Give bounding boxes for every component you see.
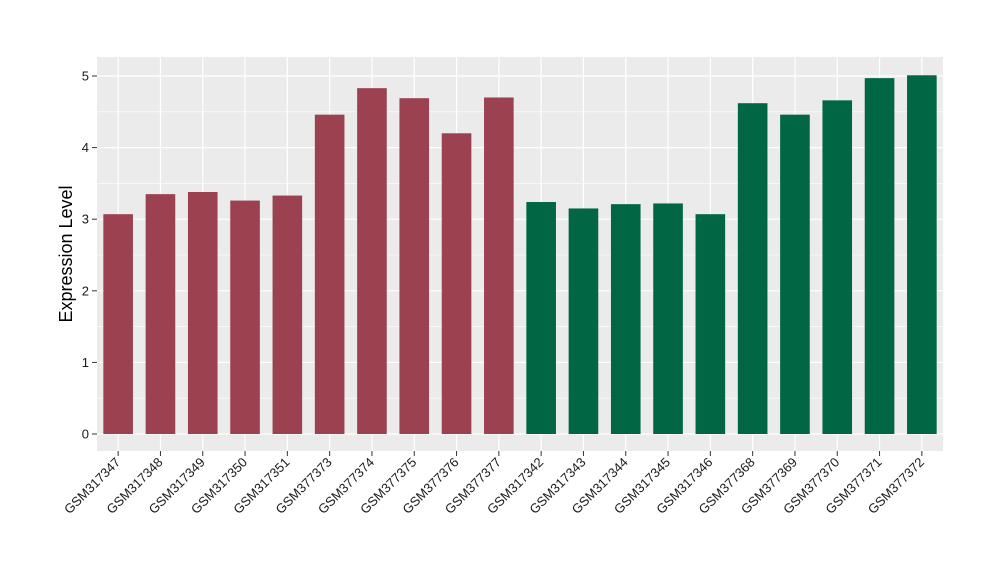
y-axis-title: Expression Level [56, 185, 76, 322]
bar-GSM317347 [103, 214, 133, 434]
y-tick-label: 5 [82, 69, 89, 84]
bar-GSM317346 [695, 214, 726, 434]
bar-GSM317343 [568, 208, 599, 434]
bar-GSM317349 [187, 191, 218, 434]
y-tick-label: 2 [82, 283, 89, 298]
bar-GSM377373 [314, 114, 345, 434]
bar-GSM377374 [357, 88, 387, 434]
bar-GSM377370 [822, 100, 853, 435]
x-axis: GSM317347GSM317348GSM317349GSM317350GSM3… [61, 451, 927, 517]
bar-GSM377371 [864, 78, 895, 434]
y-tick-label: 1 [82, 355, 89, 370]
bar-GSM377372 [907, 75, 937, 434]
y-tick-label: 3 [82, 212, 89, 227]
y-tick-label: 0 [82, 427, 89, 442]
bar-GSM377369 [780, 114, 810, 434]
y-axis: 0 1 2 3 4 5 [82, 69, 97, 442]
y-tick-label: 4 [82, 140, 89, 155]
bar-GSM317350 [230, 200, 260, 434]
bar-GSM317351 [272, 195, 303, 434]
bar-GSM317348 [145, 194, 176, 434]
bar-GSM317342 [526, 202, 556, 434]
bar-GSM377368 [737, 103, 768, 434]
plot-panel [97, 57, 943, 451]
bar-GSM317344 [610, 204, 641, 434]
bar-GSM377377 [484, 97, 514, 434]
bar-GSM377376 [441, 133, 472, 434]
bar-GSM317345 [653, 203, 683, 434]
bar-GSM377375 [399, 98, 430, 435]
bars [103, 75, 937, 435]
